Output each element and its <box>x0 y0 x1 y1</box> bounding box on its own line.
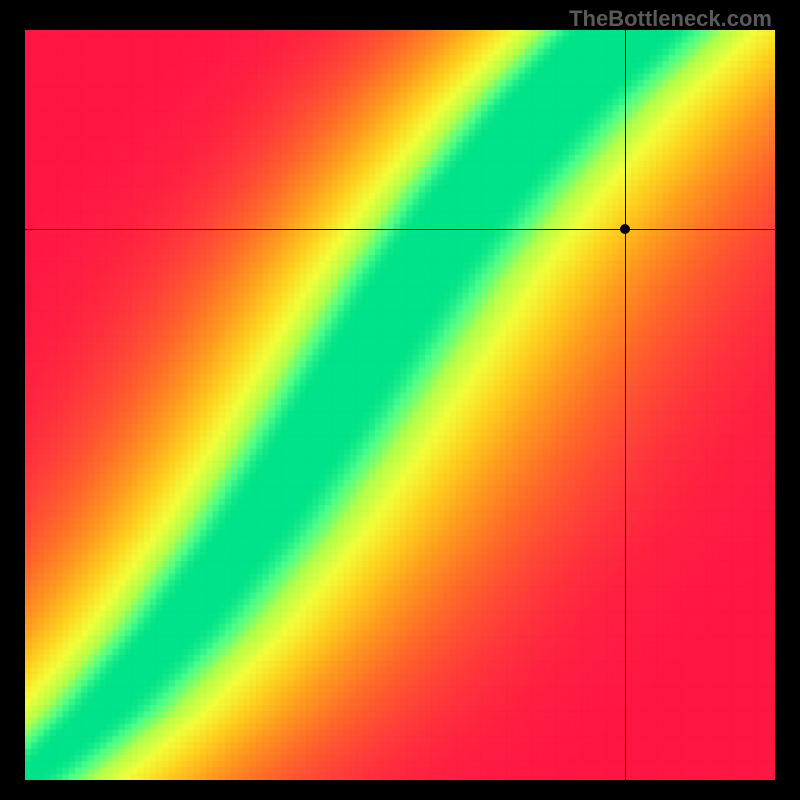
crosshair-vertical-line <box>625 30 626 780</box>
chart-container: { "type": "heatmap", "watermark": { "tex… <box>0 0 800 800</box>
watermark-text: TheBottleneck.com <box>569 6 772 32</box>
crosshair-marker-dot <box>620 224 630 234</box>
crosshair-horizontal-line <box>25 229 775 230</box>
bottleneck-heatmap <box>25 30 775 780</box>
